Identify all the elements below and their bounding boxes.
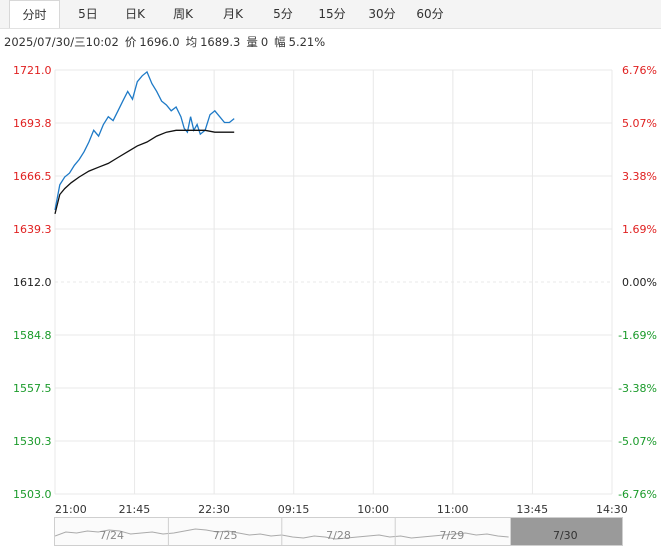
navigator-date-label: 7/30	[553, 529, 578, 542]
pct-tick-label: -6.76%	[618, 488, 657, 501]
pct-tick-label: 0.00%	[622, 276, 657, 289]
tab-daily-k[interactable]: 日K	[125, 7, 145, 21]
y-tick-label: 1557.5	[13, 382, 52, 395]
pct-tick-label: -5.07%	[618, 435, 657, 448]
y-tick-label: 1612.0	[13, 276, 52, 289]
tab-weekly-k[interactable]: 周K	[173, 7, 193, 21]
tab-5min[interactable]: 5分	[273, 7, 293, 21]
x-tick-label: 09:15	[277, 503, 310, 516]
x-tick-label: 10:00	[357, 503, 389, 516]
intraday-chart[interactable]: 1721.0 6.76% 1693.8 5.07% 1666.5 3.38% 1639.3 1…	[0, 50, 661, 502]
date-navigator[interactable]: 7/24 7/25 7/28 7/29 7/30	[54, 517, 623, 546]
volume-value: 0	[260, 35, 269, 49]
tab-30min[interactable]: 30分	[368, 7, 396, 21]
y-tick-label: 1503.0	[13, 488, 52, 501]
tab-15min[interactable]: 15分	[318, 7, 346, 21]
avg-value: 1689.3	[200, 35, 241, 49]
y-tick-label: 1530.3	[13, 435, 52, 448]
pct-tick-label: -1.69%	[618, 329, 657, 342]
navigator-date-label: 7/29	[440, 529, 465, 542]
navigator-date-label: 7/24	[99, 529, 124, 542]
pct-tick-label: 1.69%	[622, 223, 657, 236]
navigator-sparkline: 7/24 7/25 7/28 7/29 7/30	[54, 518, 622, 545]
pct-tick-label: 5.07%	[622, 117, 657, 130]
avg-label: 均	[185, 35, 198, 49]
pct-tick-label: -3.38%	[618, 382, 657, 395]
tab-intraday[interactable]: 分时	[9, 0, 60, 28]
datetime-text: 2025/07/30/三10:02	[4, 35, 119, 49]
price-value: 1696.0	[139, 35, 180, 49]
tab-60min[interactable]: 60分	[416, 7, 444, 21]
x-tick-label: 21:00	[55, 503, 87, 516]
price-label: 价	[124, 35, 137, 49]
y-tick-label: 1693.8	[13, 117, 52, 130]
quote-info-bar: 2025/07/30/三10:02 价 1696.0 均 1689.3 量 0 幅 5.21%	[4, 34, 331, 50]
change-label: 幅	[274, 35, 286, 49]
y-tick-label: 1666.5	[13, 170, 52, 183]
pct-tick-label: 6.76%	[622, 64, 657, 77]
y-tick-label: 1639.3	[13, 223, 52, 236]
volume-label: 量	[246, 35, 258, 49]
price-line	[54, 70, 235, 211]
y-tick-label: 1584.8	[13, 329, 52, 342]
navigator-date-label: 7/28	[326, 529, 351, 542]
tab-5day[interactable]: 5日	[78, 7, 98, 21]
x-tick-label: 11:00	[436, 503, 469, 516]
pct-tick-label: 3.38%	[622, 170, 657, 183]
x-tick-label: 14:30	[596, 503, 628, 516]
y-tick-label: 1721.0	[13, 64, 52, 77]
x-tick-label: 21:45	[118, 503, 151, 516]
avg-price-line	[54, 129, 235, 215]
tab-monthly-k[interactable]: 月K	[223, 7, 243, 21]
x-tick-label: 22:30	[198, 503, 230, 516]
navigator-selection	[510, 518, 622, 545]
period-tab-bar: 分时 5日 日K 周K 月K 5分 15分 30分 60分	[0, 0, 661, 29]
x-tick-label: 13:45	[516, 503, 549, 516]
change-value: 5.21%	[288, 35, 326, 49]
navigator-date-label: 7/25	[213, 529, 238, 542]
